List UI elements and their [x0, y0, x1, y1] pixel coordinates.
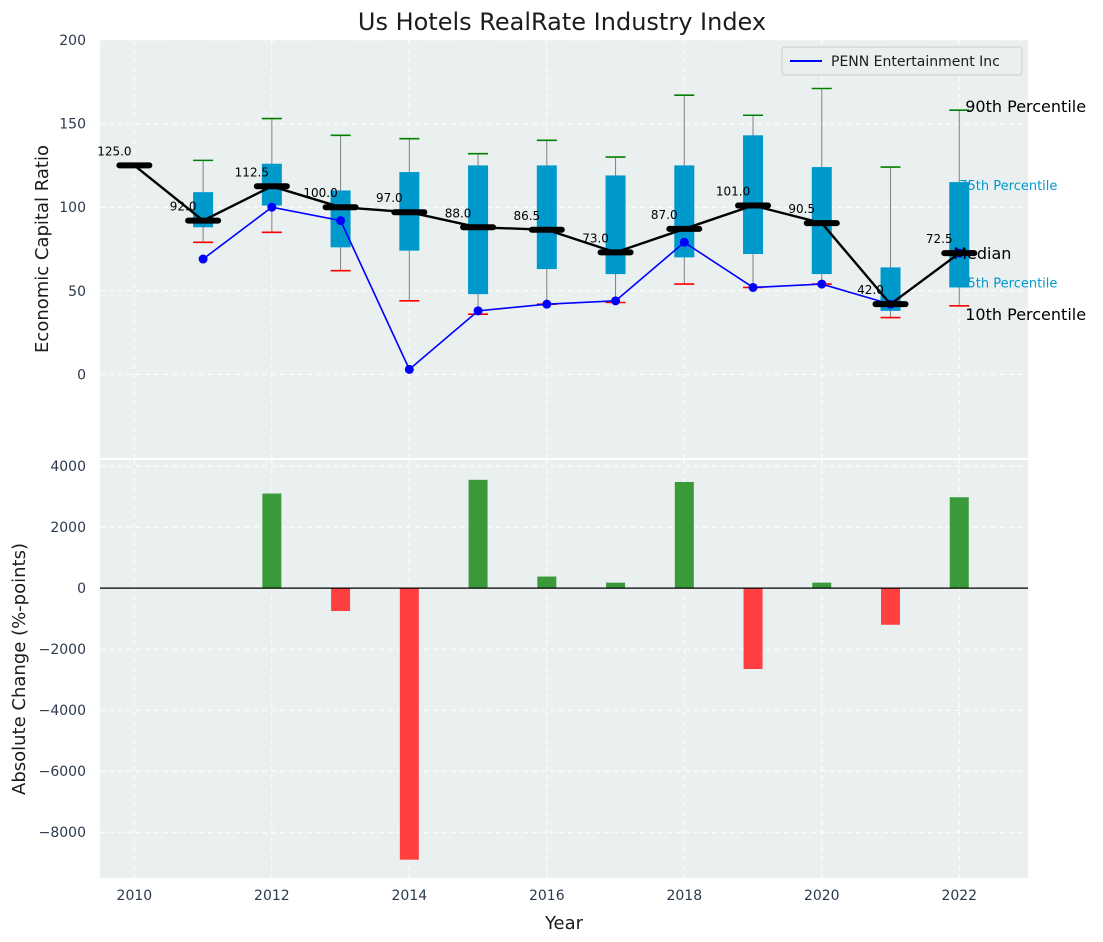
company-point	[336, 216, 346, 226]
legend-box	[781, 46, 1023, 76]
bottom-y-tick-label: 2000	[50, 520, 86, 536]
annotation-median: Median	[953, 244, 1011, 263]
median-value-labels: 125.0 92.0 112.5 100.0 97.0 88.0 86.5 73.0 87.0 1…	[97, 144, 952, 297]
median-value-label: 112.5	[235, 165, 269, 179]
median-value-label: 73.0	[582, 231, 609, 245]
chart-title: Us Hotels RealRate Industry Index	[358, 8, 766, 36]
top-y-tick-label: 200	[59, 33, 86, 49]
company-point	[542, 299, 552, 309]
x-axis-label: Year	[544, 913, 584, 934]
company-point	[198, 254, 208, 264]
median-value-label: 72.5	[926, 232, 953, 246]
top-y-tick-label: 0	[77, 367, 86, 383]
top-y-tick-label: 100	[59, 200, 86, 216]
median-series	[116, 162, 978, 308]
bottom-y-tick-label: 0	[77, 581, 86, 597]
bottom-y-tick-label: −8000	[39, 825, 86, 841]
change-bars	[262, 479, 969, 860]
median-value-label: 90.5	[788, 202, 815, 216]
median-value-label: 92.0	[170, 200, 197, 214]
top-y-tick-labels: 0 50 100 150 200	[59, 33, 86, 383]
top-plot-background	[100, 40, 1028, 458]
median-value-label: 87.0	[651, 208, 678, 222]
top-y-axis-label: Economic Capital Ratio	[32, 145, 53, 353]
bottom-y-tick-labels: −8000 −6000 −4000 −2000 0 2000 4000	[39, 459, 86, 841]
change-bar	[331, 588, 351, 612]
x-tick-labels: 2010 2012 2014 2016 2018 2020 2022	[117, 888, 978, 904]
company-point	[404, 364, 414, 374]
change-bar	[468, 479, 488, 589]
percentile-annotations: 90th Percentile 75th Percentile Median 2…	[953, 97, 1086, 324]
x-tick-label: 2010	[117, 888, 153, 904]
x-tick-label: 2014	[392, 888, 428, 904]
median-value-label: 125.0	[97, 144, 131, 158]
bottom-y-tick-label: −6000	[39, 764, 86, 780]
bottom-y-tick-label: −4000	[39, 703, 86, 719]
bottom-y-tick-label: −2000	[39, 642, 86, 658]
box	[536, 165, 557, 270]
x-tick-label: 2020	[804, 888, 840, 904]
annotation-10th-percentile: 10th Percentile	[965, 305, 1086, 324]
company-point	[679, 237, 689, 247]
median-value-label: 88.0	[445, 206, 472, 220]
annotation-75th-percentile: 75th Percentile	[959, 179, 1057, 194]
x-tick-label: 2012	[254, 888, 290, 904]
change-bar	[881, 588, 901, 625]
top-y-tick-label: 50	[68, 284, 86, 300]
median-value-label: 101.0	[716, 185, 750, 199]
x-tick-label: 2022	[941, 888, 977, 904]
company-point	[267, 202, 277, 212]
top-y-tick-label: 150	[59, 117, 86, 133]
change-bar	[674, 481, 694, 589]
company-point	[473, 306, 483, 316]
x-tick-label: 2018	[666, 888, 702, 904]
legend: PENN Entertainment Inc	[781, 46, 1023, 76]
company-line	[202, 206, 960, 371]
change-bar	[743, 588, 763, 669]
change-bar	[606, 582, 626, 589]
bottom-y-axis-label: Absolute Change (%-points)	[9, 543, 30, 795]
change-bar	[812, 582, 832, 589]
box	[949, 182, 970, 288]
median-value-label: 100.0	[303, 186, 337, 200]
company-point	[611, 296, 621, 306]
legend-label-company: PENN Entertainment Inc	[831, 54, 1000, 70]
bottom-plot-background	[100, 460, 1028, 878]
annotation-90th-percentile: 90th Percentile	[965, 97, 1086, 116]
change-bar	[537, 576, 557, 589]
company-point	[817, 279, 827, 289]
change-bar	[262, 493, 282, 589]
company-point	[748, 282, 758, 292]
company-series	[198, 202, 964, 374]
bottom-y-tick-label: 4000	[50, 459, 86, 475]
top-panel: 0 50 100 150 200 125.0 92.0 112.5 100.0 97.0 88.0…	[32, 33, 1086, 458]
box	[674, 165, 695, 258]
x-tick-label: 2016	[529, 888, 565, 904]
annotation-25th-percentile: 25th Percentile	[959, 276, 1057, 291]
median-value-label: 42.0	[857, 283, 884, 297]
change-bar	[399, 588, 419, 860]
change-bar	[949, 497, 969, 589]
box	[605, 175, 626, 275]
box	[743, 135, 764, 255]
median-value-label: 86.5	[513, 209, 540, 223]
median-value-label: 97.0	[376, 191, 403, 205]
